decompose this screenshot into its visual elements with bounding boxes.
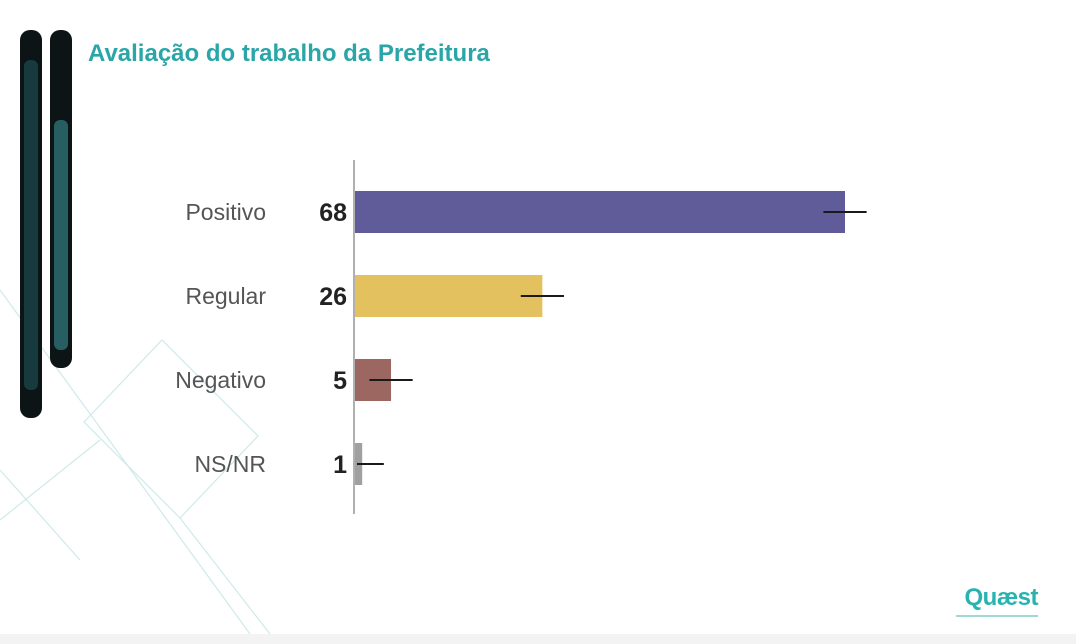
quaest-logo: Quæst [956,584,1039,620]
deco-bar-highlight [24,60,38,390]
decorative-glass-bars [20,30,72,418]
deco-diamond [83,339,259,519]
top-band [0,0,1076,22]
bars-group: Positivo 68 Regular 26 Negativo 5 NS/NR 1 [175,191,867,485]
category-label: NS/NR [194,451,266,477]
value-label: 5 [333,367,347,395]
bar [355,275,543,317]
deco-line [0,469,81,561]
category-label: Positivo [185,199,266,225]
logo-subtitle [956,614,1038,620]
value-label: 68 [319,199,347,227]
deco-line [0,439,101,521]
bar [355,191,845,233]
logo-text: Quæst [964,584,1038,611]
slide [0,22,1076,634]
deco-bar-highlight [54,120,68,350]
chart-title: Avaliação do trabalho da Prefeitura [88,40,490,67]
category-label: Regular [185,283,266,309]
decorative-background [0,30,271,634]
value-label: 26 [319,283,347,311]
value-label: 1 [333,451,347,479]
deco-line [179,517,271,634]
category-label: Negativo [175,367,266,393]
